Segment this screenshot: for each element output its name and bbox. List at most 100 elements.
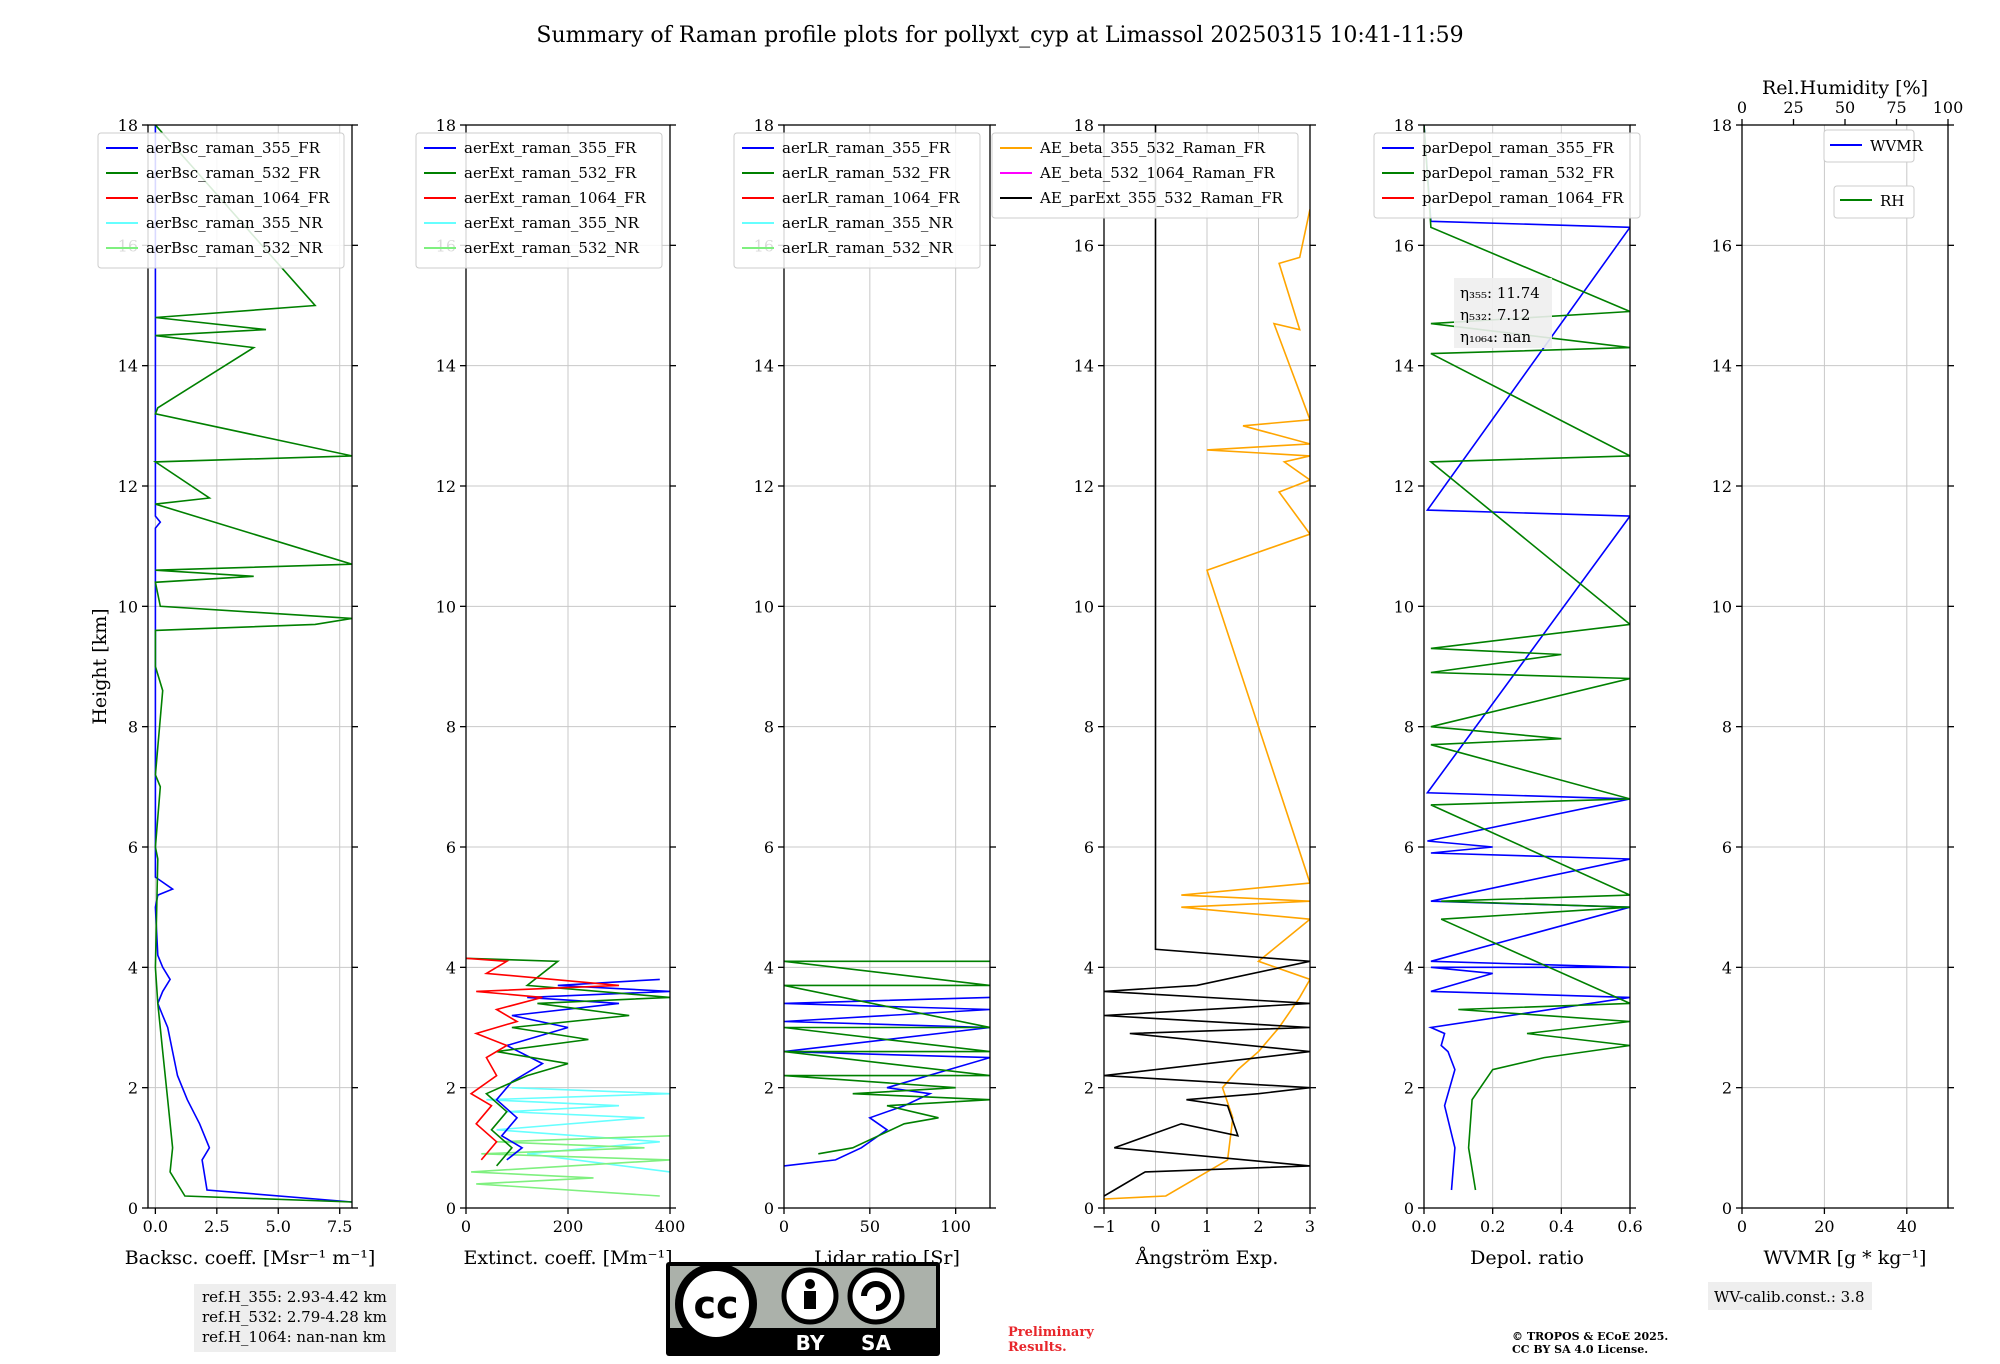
- y-tick-label: 18: [1394, 116, 1414, 135]
- y-tick-label: 14: [1074, 357, 1094, 376]
- legend-entry: aerBsc_raman_1064_FR: [146, 189, 330, 207]
- legend-entry: aerLR_raman_532_NR: [782, 239, 953, 257]
- x-tick-label: 0: [461, 1217, 471, 1236]
- y-tick-label: 18: [1712, 116, 1732, 135]
- panel-extinction: 0246810121416180200400Extinct. coeff. [M…: [415, 116, 686, 1269]
- panel-depolarization: 0 2 4 6 8 10 12 14 16 18 0.0 0.2 0.4 0.6 Depol. ratio p…: [1373, 116, 1643, 1269]
- legend-entry: aerExt_raman_355_FR: [464, 139, 637, 157]
- y-tick-label: 2: [764, 1079, 774, 1098]
- legend-entry: aerBsc_raman_355_NR: [146, 214, 323, 232]
- ref-height-532: ref.H_532: 2.79-4.28 km: [202, 1308, 387, 1326]
- x-tick-label: 20: [1814, 1217, 1834, 1236]
- y-tick-label: 4: [1722, 958, 1732, 977]
- y-tick-label: 16: [1712, 236, 1732, 255]
- legend-rh-box: [1833, 185, 1915, 219]
- x-tick-label: 2.5: [204, 1217, 229, 1236]
- series-aerBsc_raman_355_FR: [154, 125, 352, 1203]
- panel-water_vapor: 0 2 4 6 8 10 12 14 16 18 0 20 40 WVMR [g * kg⁻¹] 0 25 50…: [1712, 77, 1964, 1269]
- series-AE_beta_355_532_Raman_FR: [1104, 209, 1310, 1200]
- legend-entry: AE_beta_355_532_Raman_FR: [1039, 139, 1266, 157]
- series-aerLR_raman_355_FR: [784, 996, 990, 1167]
- y-tick-label: 2: [1722, 1079, 1732, 1098]
- cc-license-badge: cc BY SA: [666, 1262, 940, 1356]
- y-tick-label: 4: [1404, 958, 1414, 977]
- y-tick-label: 18: [1074, 116, 1094, 135]
- x-tick-label: 0.0: [1411, 1217, 1436, 1236]
- wv-calib-box: WV-calib.const.: 3.8: [1708, 1282, 1872, 1310]
- legend-entry: aerBsc_raman_355_FR: [146, 139, 321, 157]
- x-tick-label: 0.0: [143, 1217, 168, 1236]
- y-tick-label: 10: [436, 597, 456, 616]
- legend-entry: aerBsc_raman_532_FR: [146, 164, 321, 182]
- y-tick-label: 6: [764, 838, 774, 857]
- y-tick-label: 4: [764, 958, 774, 977]
- series-aerExt_raman_355_NR: [486, 1086, 670, 1173]
- x-tick-label: 2: [1253, 1217, 1263, 1236]
- y-tick-label: 6: [446, 838, 456, 857]
- x-axis-label: Depol. ratio: [1470, 1247, 1584, 1269]
- series-aerLR_raman_532_FR: [784, 960, 990, 1155]
- y-tick-label: 18: [754, 116, 774, 135]
- depol-annotation-line: η₁₀₆₄: nan: [1460, 328, 1531, 346]
- legend-box: [991, 132, 1299, 219]
- ref-height-355: ref.H_355: 2.93-4.42 km: [202, 1288, 387, 1306]
- legend-box: [415, 132, 663, 269]
- preliminary-line-1: Preliminary: [1008, 1325, 1094, 1340]
- legend-entry: aerExt_raman_532_NR: [464, 239, 640, 257]
- y-tick-label: 0: [1404, 1199, 1414, 1218]
- panel-lidar_ratio: 024681012141618050100Lidar ratio [Sr]aer…: [733, 116, 996, 1269]
- series-parDepol_raman_355_FR: [1424, 125, 1630, 1191]
- axes-frame: [783, 124, 991, 1209]
- depol-annotation-line: η₅₃₂: 7.12: [1460, 306, 1530, 324]
- y-tick-label: 14: [1394, 357, 1414, 376]
- y-tick-label: 6: [1084, 838, 1094, 857]
- top-x-tick-label: 75: [1886, 98, 1906, 117]
- ref-heights-bg: [194, 1284, 396, 1352]
- x-tick-label: 400: [655, 1217, 686, 1236]
- legend-entry: aerLR_raman_355_FR: [782, 139, 951, 157]
- y-tick-label: 12: [436, 477, 456, 496]
- y-tick-label: 8: [1084, 718, 1094, 737]
- ref-heights-box: ref.H_355: 2.93-4.42 km ref.H_532: 2.79-…: [194, 1284, 396, 1352]
- legend-entry: aerLR_raman_532_FR: [782, 164, 951, 182]
- wv-calib-text: WV-calib.const.: 3.8: [1714, 1288, 1865, 1306]
- legend-entry: aerBsc_raman_532_NR: [146, 239, 323, 257]
- y-tick-label: 6: [1722, 838, 1732, 857]
- legend-entry: aerExt_raman_1064_FR: [464, 189, 646, 207]
- y-tick-label: 0: [1722, 1199, 1732, 1218]
- top-x-tick-label: 50: [1835, 98, 1855, 117]
- badge-sa-label: SA: [861, 1331, 891, 1355]
- x-axis-label: Extinct. coeff. [Mm⁻¹]: [463, 1247, 672, 1269]
- legend-entry: parDepol_raman_532_FR: [1422, 164, 1615, 182]
- ref-height-1064: ref.H_1064: nan-nan km: [202, 1328, 386, 1346]
- x-axis-label: Backsc. coeff. [Msr⁻¹ m⁻¹]: [125, 1247, 376, 1269]
- axes-frame: [147, 124, 353, 1209]
- y-tick-label: 16: [1074, 236, 1094, 255]
- y-tick-label: 10: [754, 597, 774, 616]
- legend-box: [97, 132, 345, 269]
- legend-entry: AE_parExt_355_532_Raman_FR: [1039, 189, 1284, 207]
- y-tick-label: 8: [764, 718, 774, 737]
- y-tick-label: 12: [1394, 477, 1414, 496]
- y-tick-label: 10: [1712, 597, 1732, 616]
- y-tick-label: 2: [1404, 1079, 1414, 1098]
- y-tick-label: 6: [128, 838, 138, 857]
- x-tick-label: 5.0: [266, 1217, 291, 1236]
- y-axis-label: Height [km]: [89, 608, 111, 724]
- series-aerExt_raman_1064_FR: [466, 957, 620, 1161]
- y-tick-label: 14: [754, 357, 774, 376]
- x-tick-label: 0.4: [1549, 1217, 1574, 1236]
- y-tick-label: 8: [1722, 718, 1732, 737]
- x-tick-label: 100: [940, 1217, 971, 1236]
- copyright-line-2: CC BY SA 4.0 License.: [1512, 1343, 1648, 1356]
- wv-calib-bg: [1708, 1282, 1872, 1310]
- top-x-axis-label: Rel.Humidity [%]: [1762, 77, 1928, 99]
- y-tick-label: 10: [1394, 597, 1414, 616]
- top-x-tick-label: 100: [1933, 98, 1964, 117]
- y-tick-label: 2: [128, 1079, 138, 1098]
- top-x-tick-label: 0: [1737, 98, 1747, 117]
